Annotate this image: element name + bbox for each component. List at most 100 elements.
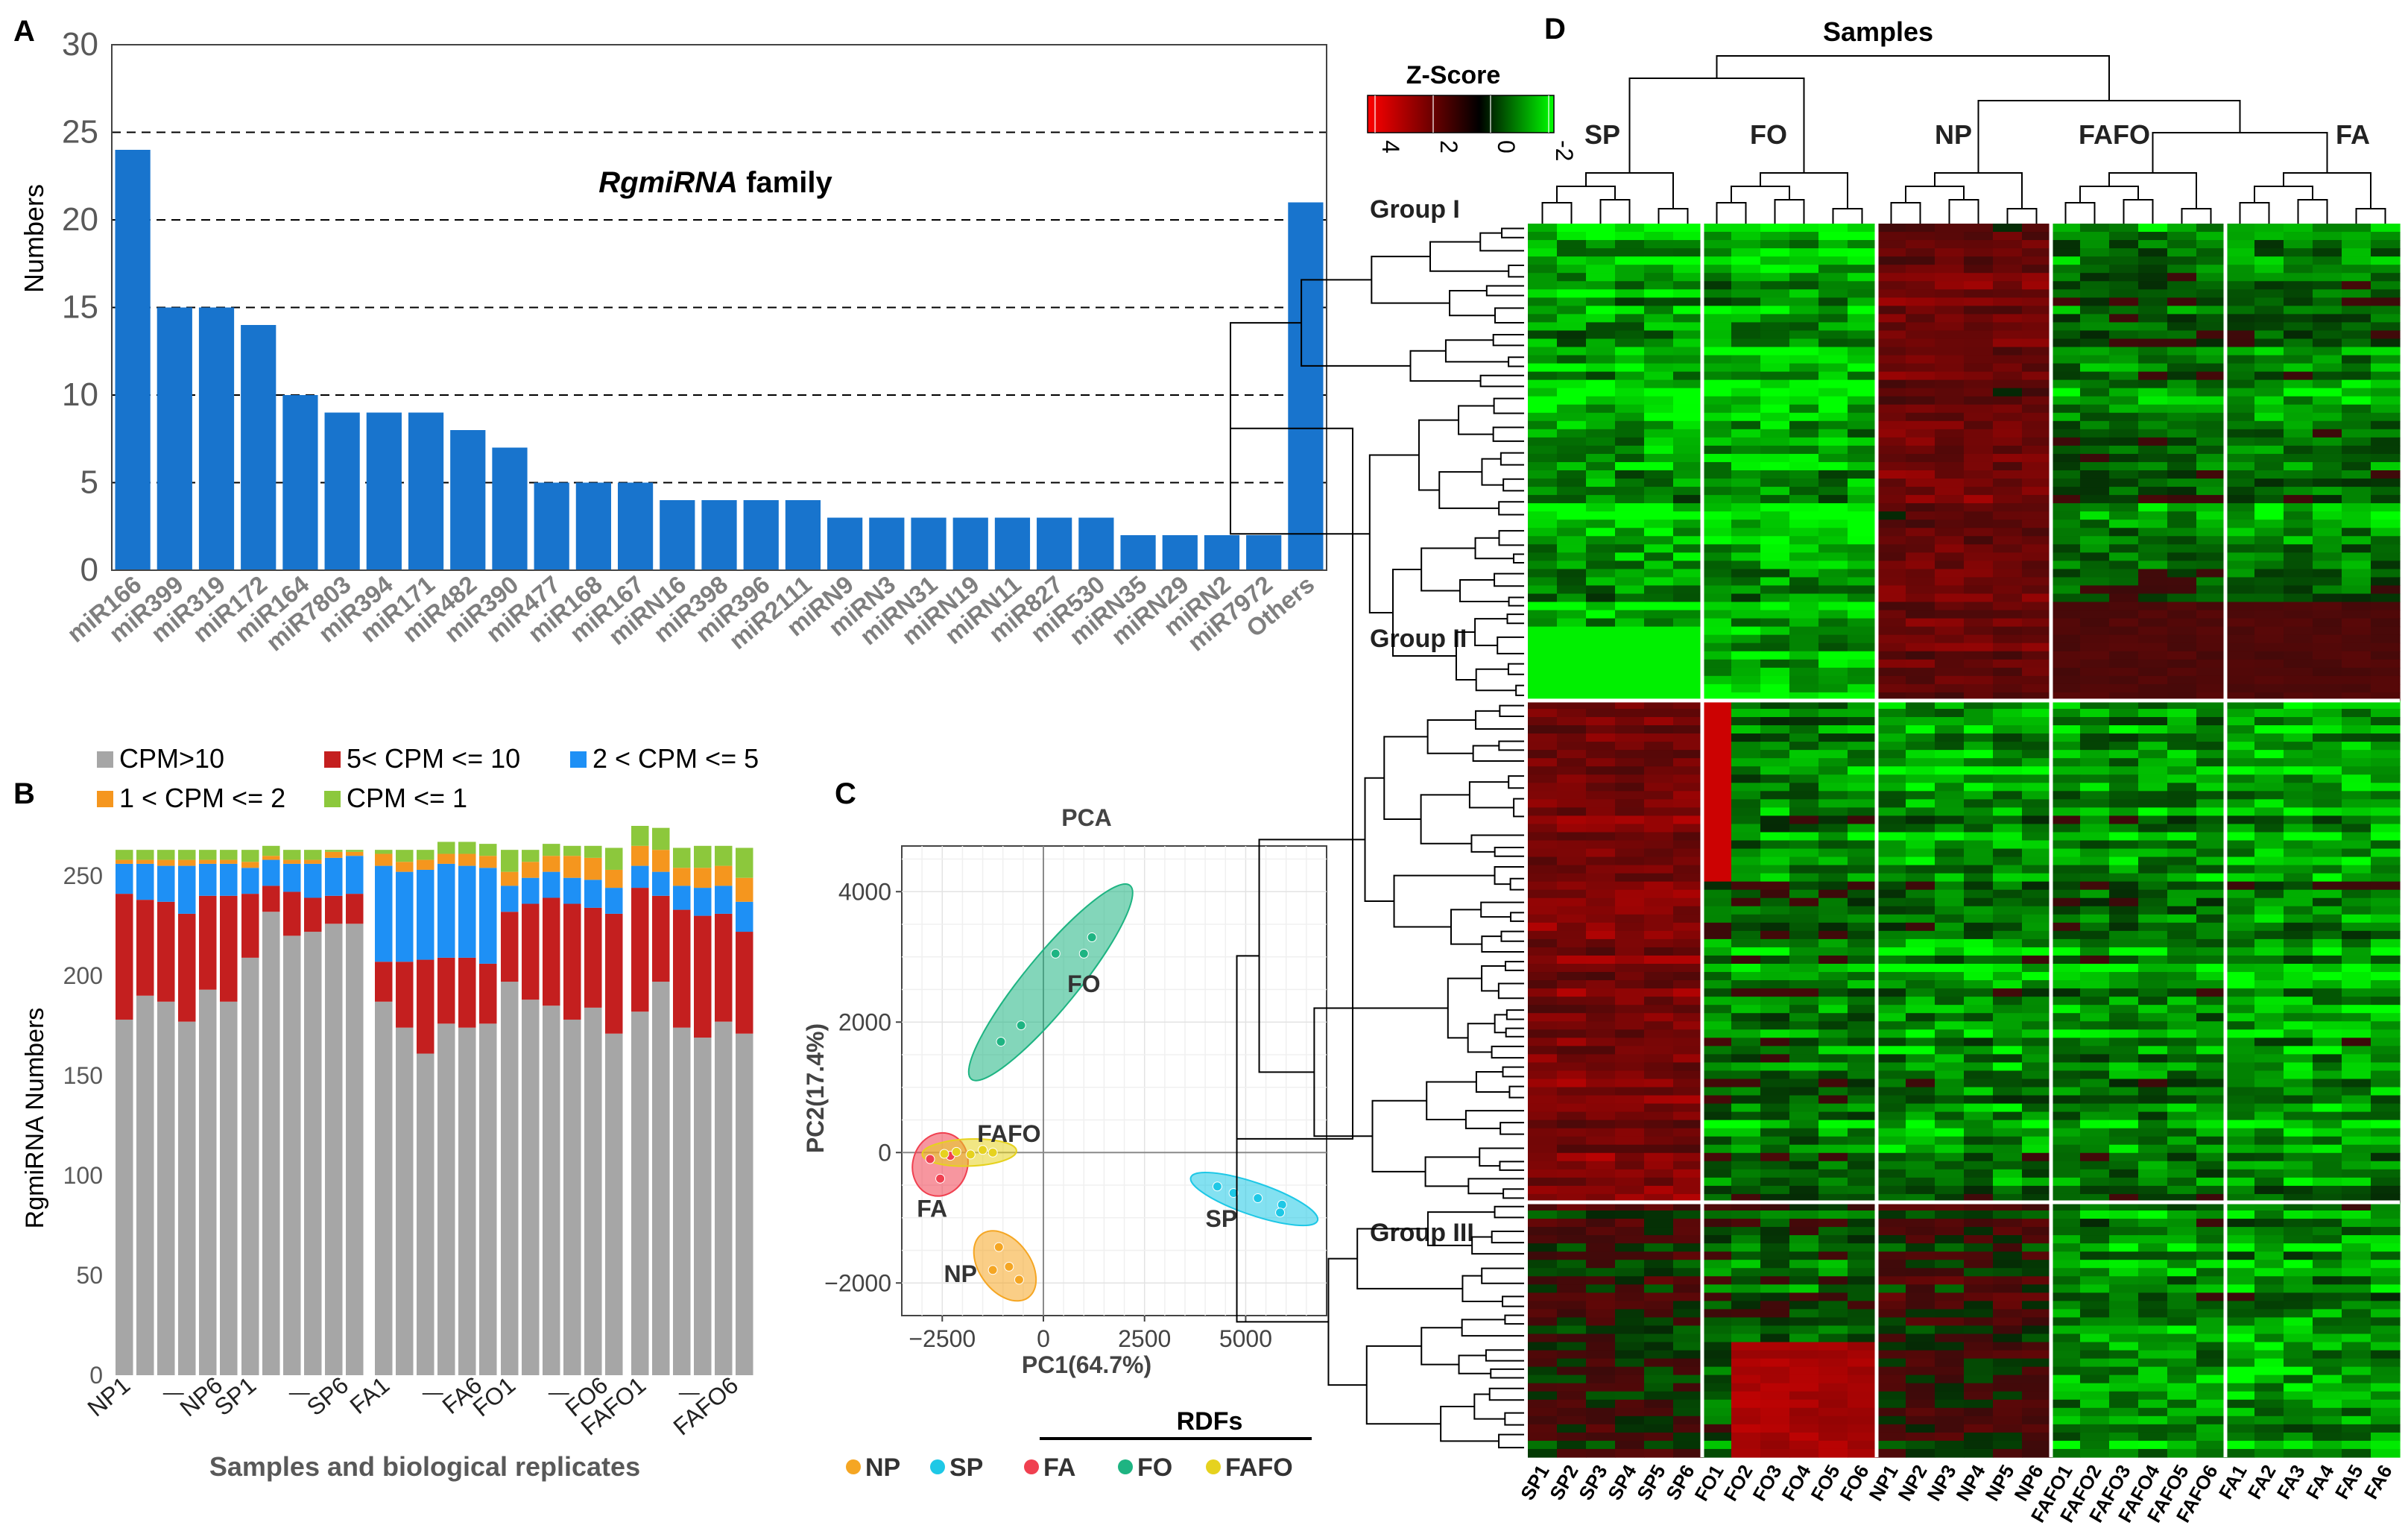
- heatmap-cell: [2254, 314, 2284, 323]
- heatmap-cell: [2109, 1038, 2139, 1047]
- heatmap-cell: [1731, 355, 1761, 364]
- heatmap-cell: [2080, 914, 2110, 924]
- heatmap-cell: [1586, 1424, 1616, 1433]
- heatmap-cell: [2284, 536, 2313, 545]
- heatmap-cell: [2051, 700, 2081, 710]
- heatmap-cell: [2284, 774, 2313, 783]
- heatmap-cell: [2313, 1046, 2342, 1055]
- heatmap-cell: [1848, 815, 1877, 825]
- heatmap-cell: [2080, 1383, 2110, 1392]
- heatmap-cell: [2196, 289, 2226, 298]
- heatmap-cell: [1935, 791, 1965, 800]
- heatmap-cell: [1615, 1383, 1645, 1392]
- heatmap-cell: [1528, 224, 1558, 233]
- heatmap-cell: [1760, 1202, 1790, 1211]
- heatmap-cell: [2109, 1292, 2139, 1301]
- heatmap-cell: [2284, 314, 2313, 323]
- heatmap-cell: [1906, 1210, 1935, 1219]
- heatmap-cell: [1586, 938, 1616, 948]
- heatmap-cell: [2284, 766, 2313, 775]
- panel-b-bar-segment: [283, 850, 301, 860]
- heatmap-cell: [1644, 297, 1674, 306]
- heatmap-cell: [1906, 1399, 1935, 1409]
- heatmap-cell: [2080, 897, 2110, 907]
- heatmap-cell: [1557, 1276, 1587, 1285]
- heatmap-cell: [2254, 511, 2284, 520]
- heatmap-cell: [1964, 256, 1994, 265]
- heatmap-cell: [1760, 511, 1790, 520]
- heatmap-cell: [2022, 1202, 2052, 1211]
- heatmap-cell: [2254, 1407, 2284, 1417]
- panel-c-point-fo: [1050, 948, 1061, 959]
- heatmap-cell: [2051, 1087, 2081, 1096]
- heatmap-cell: [1702, 1276, 1732, 1285]
- heatmap-cell: [1557, 815, 1587, 825]
- heatmap-cell: [2342, 938, 2371, 948]
- panel-b-legend-swatch: [324, 791, 341, 807]
- heatmap-cell: [1615, 437, 1645, 446]
- heatmap-cell: [1789, 330, 1819, 340]
- heatmap-cell: [1848, 256, 1877, 265]
- row-dendrogram-branch: [1494, 572, 1524, 587]
- heatmap-cell: [2196, 1193, 2226, 1203]
- heatmap-cell: [2342, 659, 2371, 669]
- heatmap-cell: [1964, 445, 1994, 455]
- heatmap-cell: [2196, 1292, 2226, 1301]
- heatmap-cell: [1877, 355, 1906, 364]
- heatmap-cell: [1935, 1136, 1965, 1146]
- heatmap-cell: [2167, 1407, 2197, 1417]
- heatmap-cell: [1586, 964, 1616, 973]
- heatmap-cell: [2080, 602, 2110, 611]
- heatmap-cell: [1528, 371, 1558, 381]
- heatmap-cell: [2022, 495, 2052, 504]
- heatmap-cell: [1557, 297, 1587, 306]
- heatmap-cell: [2080, 889, 2110, 899]
- heatmap-cell: [2371, 1415, 2401, 1425]
- heatmap-cell: [2342, 1366, 2371, 1376]
- heatmap-cell: [1760, 1317, 1790, 1327]
- heatmap-cell: [2109, 1235, 2139, 1244]
- heatmap-cell: [2313, 1095, 2342, 1105]
- heatmap-cell: [1935, 1185, 1965, 1195]
- heatmap-cell: [1818, 1383, 1848, 1392]
- heatmap-cell: [1906, 1276, 1935, 1285]
- heatmap-cell: [2196, 1095, 2226, 1105]
- heatmap-cell: [1877, 700, 1906, 710]
- heatmap-cell: [2051, 1021, 2081, 1030]
- heatmap-cell: [2371, 256, 2401, 265]
- heatmap-cell: [1673, 815, 1703, 825]
- heatmap-cell: [1906, 1325, 1935, 1335]
- heatmap-cell: [1789, 1136, 1819, 1146]
- heatmap-cell: [1935, 972, 1965, 981]
- heatmap-cell: [1673, 248, 1703, 257]
- heatmap-cell: [2138, 256, 2168, 265]
- heatmap-cell: [1557, 1292, 1587, 1301]
- heatmap-cell: [1993, 1210, 2023, 1219]
- heatmap-cell: [2313, 1169, 2342, 1178]
- heatmap-cell: [1877, 1342, 1906, 1351]
- heatmap-cell: [1964, 1062, 1994, 1072]
- heatmap-cell: [1528, 1021, 1558, 1030]
- panel-b-legend-swatch: [324, 751, 341, 768]
- heatmap-cell: [1673, 1169, 1703, 1178]
- heatmap-cell: [2080, 224, 2110, 233]
- heatmap-cell: [2109, 832, 2139, 842]
- heatmap-cell: [1586, 856, 1616, 866]
- heatmap-row-group-label: Group III: [1370, 1219, 1474, 1247]
- heatmap-cell: [2051, 1070, 2081, 1080]
- heatmap-cell: [2022, 314, 2052, 323]
- heatmap-cell: [2196, 577, 2226, 587]
- heatmap-cell: [2254, 1038, 2284, 1047]
- heatmap-cell: [2313, 1243, 2342, 1252]
- heatmap-cell: [1586, 865, 1616, 874]
- heatmap-cell: [2371, 708, 2401, 718]
- heatmap-cell: [2167, 1440, 2197, 1450]
- heatmap-cell: [2313, 495, 2342, 504]
- heatmap-cell: [2342, 1005, 2371, 1014]
- heatmap-cell: [1906, 1424, 1935, 1433]
- heatmap-cell: [1964, 536, 1994, 545]
- heatmap-cell: [1615, 429, 1645, 438]
- row-dendrogram-branch: [1481, 1267, 1524, 1284]
- heatmap-cell: [1760, 1235, 1790, 1244]
- heatmap-cell: [2109, 552, 2139, 561]
